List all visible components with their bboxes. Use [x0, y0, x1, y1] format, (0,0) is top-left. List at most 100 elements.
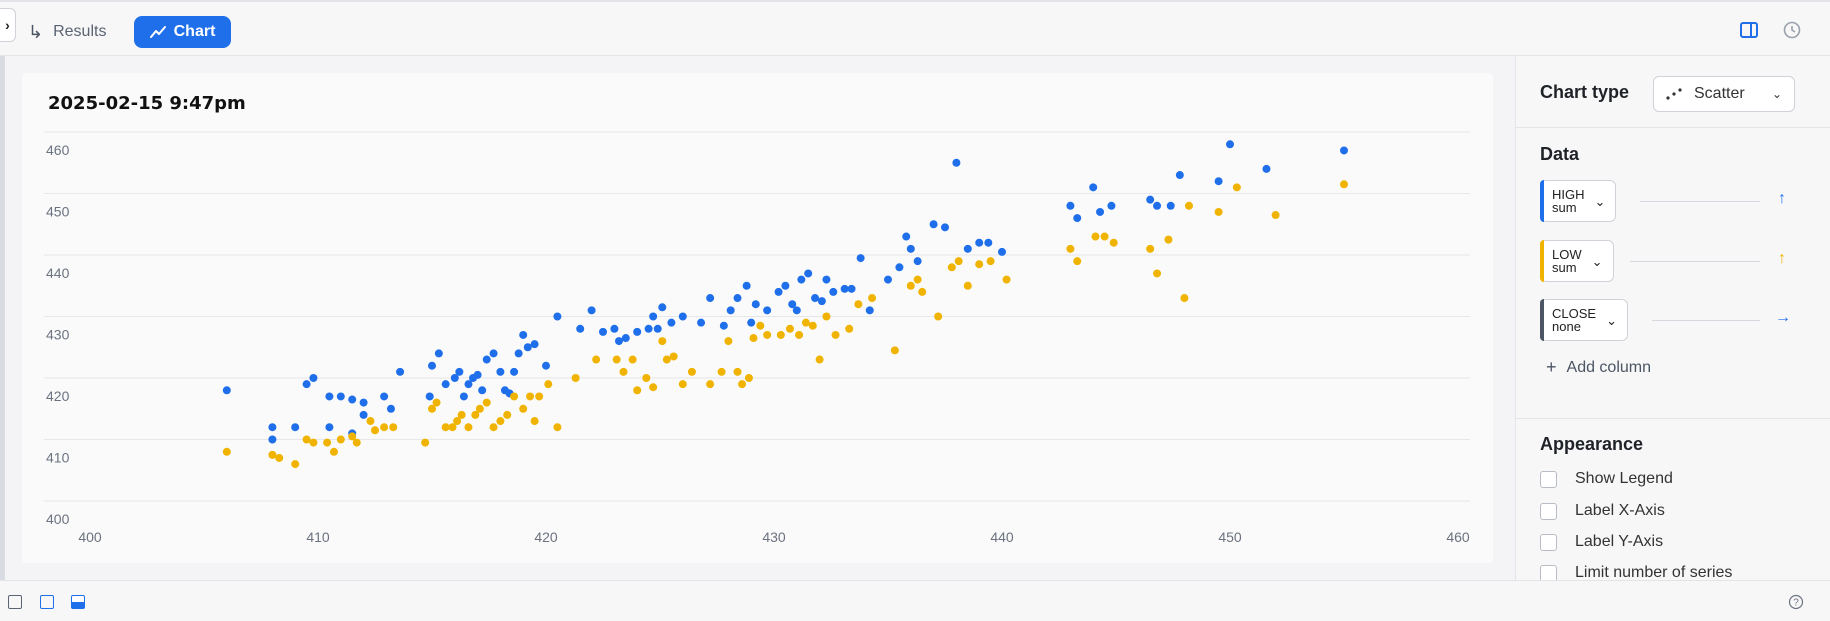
- data-point[interactable]: [619, 367, 628, 376]
- data-point[interactable]: [336, 392, 345, 401]
- data-point[interactable]: [366, 417, 375, 426]
- arrow-up-icon[interactable]: ↑: [1778, 250, 1786, 267]
- sidebar-left-icon[interactable]: [8, 595, 22, 609]
- data-point[interactable]: [1107, 201, 1116, 210]
- data-item-low[interactable]: LOW sum ⌄: [1540, 240, 1614, 282]
- data-point[interactable]: [359, 398, 368, 407]
- arrow-right-icon[interactable]: →: [1775, 309, 1791, 326]
- data-point[interactable]: [792, 306, 801, 315]
- arrow-up-icon[interactable]: ↑: [1778, 190, 1786, 207]
- data-point[interactable]: [984, 238, 993, 247]
- data-point[interactable]: [724, 337, 733, 346]
- data-point[interactable]: [1091, 232, 1100, 241]
- data-point[interactable]: [371, 426, 379, 435]
- data-point[interactable]: [1262, 164, 1271, 173]
- data-point[interactable]: [441, 423, 450, 432]
- data-point[interactable]: [738, 380, 747, 389]
- data-point[interactable]: [380, 392, 389, 401]
- data-point[interactable]: [1166, 201, 1175, 210]
- panel-top-icon[interactable]: [40, 595, 54, 609]
- data-point[interactable]: [1214, 177, 1223, 186]
- option-show-legend[interactable]: Show Legend: [1540, 470, 1673, 488]
- data-point[interactable]: [906, 244, 915, 253]
- data-point[interactable]: [464, 423, 473, 432]
- data-point[interactable]: [1109, 238, 1118, 247]
- data-point[interactable]: [986, 257, 995, 266]
- data-point[interactable]: [669, 352, 678, 361]
- data-point[interactable]: [302, 435, 311, 444]
- data-point[interactable]: [453, 417, 462, 426]
- data-point[interactable]: [840, 284, 849, 293]
- data-point[interactable]: [352, 438, 361, 447]
- data-point[interactable]: [954, 257, 963, 266]
- data-point[interactable]: [222, 386, 231, 395]
- data-point[interactable]: [742, 281, 751, 290]
- data-point[interactable]: [884, 275, 892, 284]
- data-point[interactable]: [325, 423, 334, 432]
- data-point[interactable]: [687, 367, 696, 376]
- data-point[interactable]: [302, 380, 311, 389]
- data-point[interactable]: [1153, 201, 1162, 210]
- data-point[interactable]: [781, 281, 790, 290]
- data-point[interactable]: [706, 294, 715, 303]
- data-point[interactable]: [309, 438, 318, 447]
- data-point[interactable]: [329, 447, 338, 456]
- data-point[interactable]: [649, 383, 658, 392]
- data-point[interactable]: [678, 312, 687, 321]
- data-point[interactable]: [489, 349, 498, 358]
- data-point[interactable]: [667, 318, 676, 327]
- data-point[interactable]: [489, 423, 498, 432]
- data-point[interactable]: [510, 392, 519, 401]
- data-point[interactable]: [530, 417, 539, 426]
- data-point[interactable]: [941, 223, 949, 232]
- data-point[interactable]: [464, 380, 473, 389]
- data-point[interactable]: [856, 254, 865, 263]
- data-point[interactable]: [1073, 214, 1082, 223]
- data-point[interactable]: [544, 380, 553, 389]
- data-point[interactable]: [913, 275, 922, 284]
- data-point[interactable]: [1146, 244, 1155, 253]
- data-point[interactable]: [1100, 232, 1109, 241]
- data-point[interactable]: [496, 417, 505, 426]
- data-point[interactable]: [815, 355, 824, 364]
- data-point[interactable]: [441, 380, 450, 389]
- data-point[interactable]: [542, 361, 550, 370]
- data-point[interactable]: [998, 247, 1006, 256]
- data-point[interactable]: [906, 281, 915, 290]
- data-point[interactable]: [706, 380, 715, 389]
- data-point[interactable]: [902, 232, 911, 241]
- data-point[interactable]: [774, 287, 783, 296]
- data-point[interactable]: [1175, 171, 1184, 180]
- data-point[interactable]: [726, 306, 735, 315]
- data-point[interactable]: [523, 343, 532, 352]
- data-point[interactable]: [425, 392, 434, 401]
- data-point[interactable]: [475, 404, 484, 413]
- data-point[interactable]: [1146, 195, 1155, 204]
- checkbox[interactable]: [1540, 564, 1557, 582]
- data-point[interactable]: [697, 318, 706, 327]
- data-point[interactable]: [890, 346, 899, 355]
- data-point[interactable]: [733, 367, 742, 376]
- data-point[interactable]: [455, 367, 464, 376]
- data-point[interactable]: [1232, 183, 1241, 192]
- data-point[interactable]: [614, 337, 623, 346]
- data-item-high[interactable]: HIGH sum ⌄: [1540, 180, 1617, 222]
- data-point[interactable]: [808, 321, 817, 330]
- data-point[interactable]: [952, 158, 961, 167]
- data-point[interactable]: [1096, 207, 1105, 216]
- data-point[interactable]: [847, 284, 856, 293]
- checkbox[interactable]: [1540, 470, 1557, 488]
- data-point[interactable]: [822, 312, 831, 321]
- data-point[interactable]: [503, 410, 512, 419]
- data-point[interactable]: [599, 327, 607, 336]
- data-point[interactable]: [268, 450, 277, 459]
- data-point[interactable]: [526, 392, 535, 401]
- data-point[interactable]: [804, 269, 813, 278]
- data-point[interactable]: [717, 367, 726, 376]
- data-point[interactable]: [268, 435, 277, 444]
- data-point[interactable]: [535, 392, 544, 401]
- data-point[interactable]: [829, 287, 838, 296]
- tab-results[interactable]: ↳ Results: [28, 16, 106, 48]
- data-point[interactable]: [478, 386, 487, 395]
- data-point[interactable]: [658, 303, 667, 312]
